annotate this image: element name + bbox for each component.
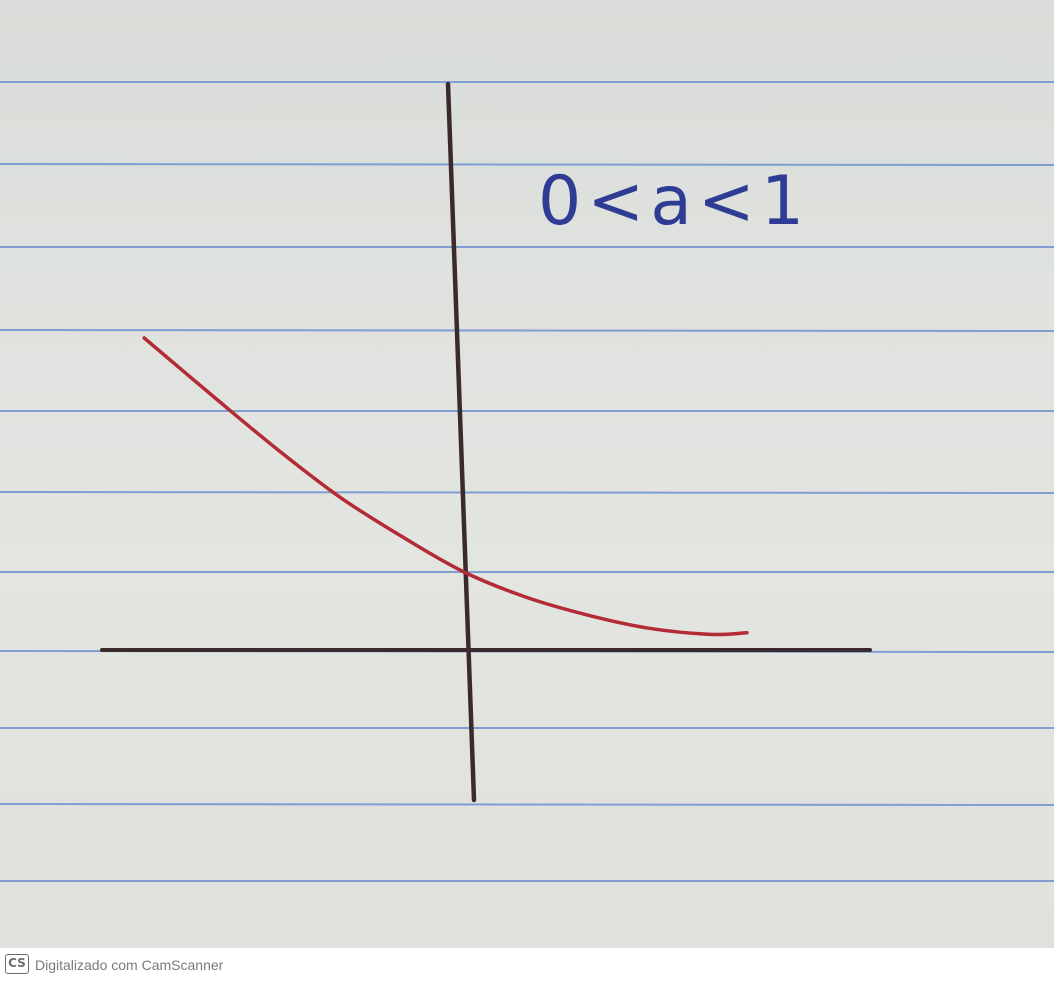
y-axis <box>445 81 477 803</box>
camscanner-logo-icon: CS <box>5 954 29 974</box>
scan-footer: CS Digitalizado com CamScanner <box>0 948 1054 983</box>
ruled-line <box>0 491 1054 494</box>
ruled-line <box>0 329 1054 332</box>
series-line <box>142 336 749 637</box>
watermark-text: Digitalizado com CamScanner <box>35 957 224 973</box>
notebook-photo: 0<a<1 <box>0 0 1054 948</box>
ruled-line <box>0 163 1054 166</box>
chart-svg <box>0 81 1054 882</box>
ruled-lines <box>0 81 1054 882</box>
ruled-line <box>0 803 1054 806</box>
annotation-label: 0<a<1 <box>538 162 811 241</box>
series-layer <box>142 336 749 637</box>
